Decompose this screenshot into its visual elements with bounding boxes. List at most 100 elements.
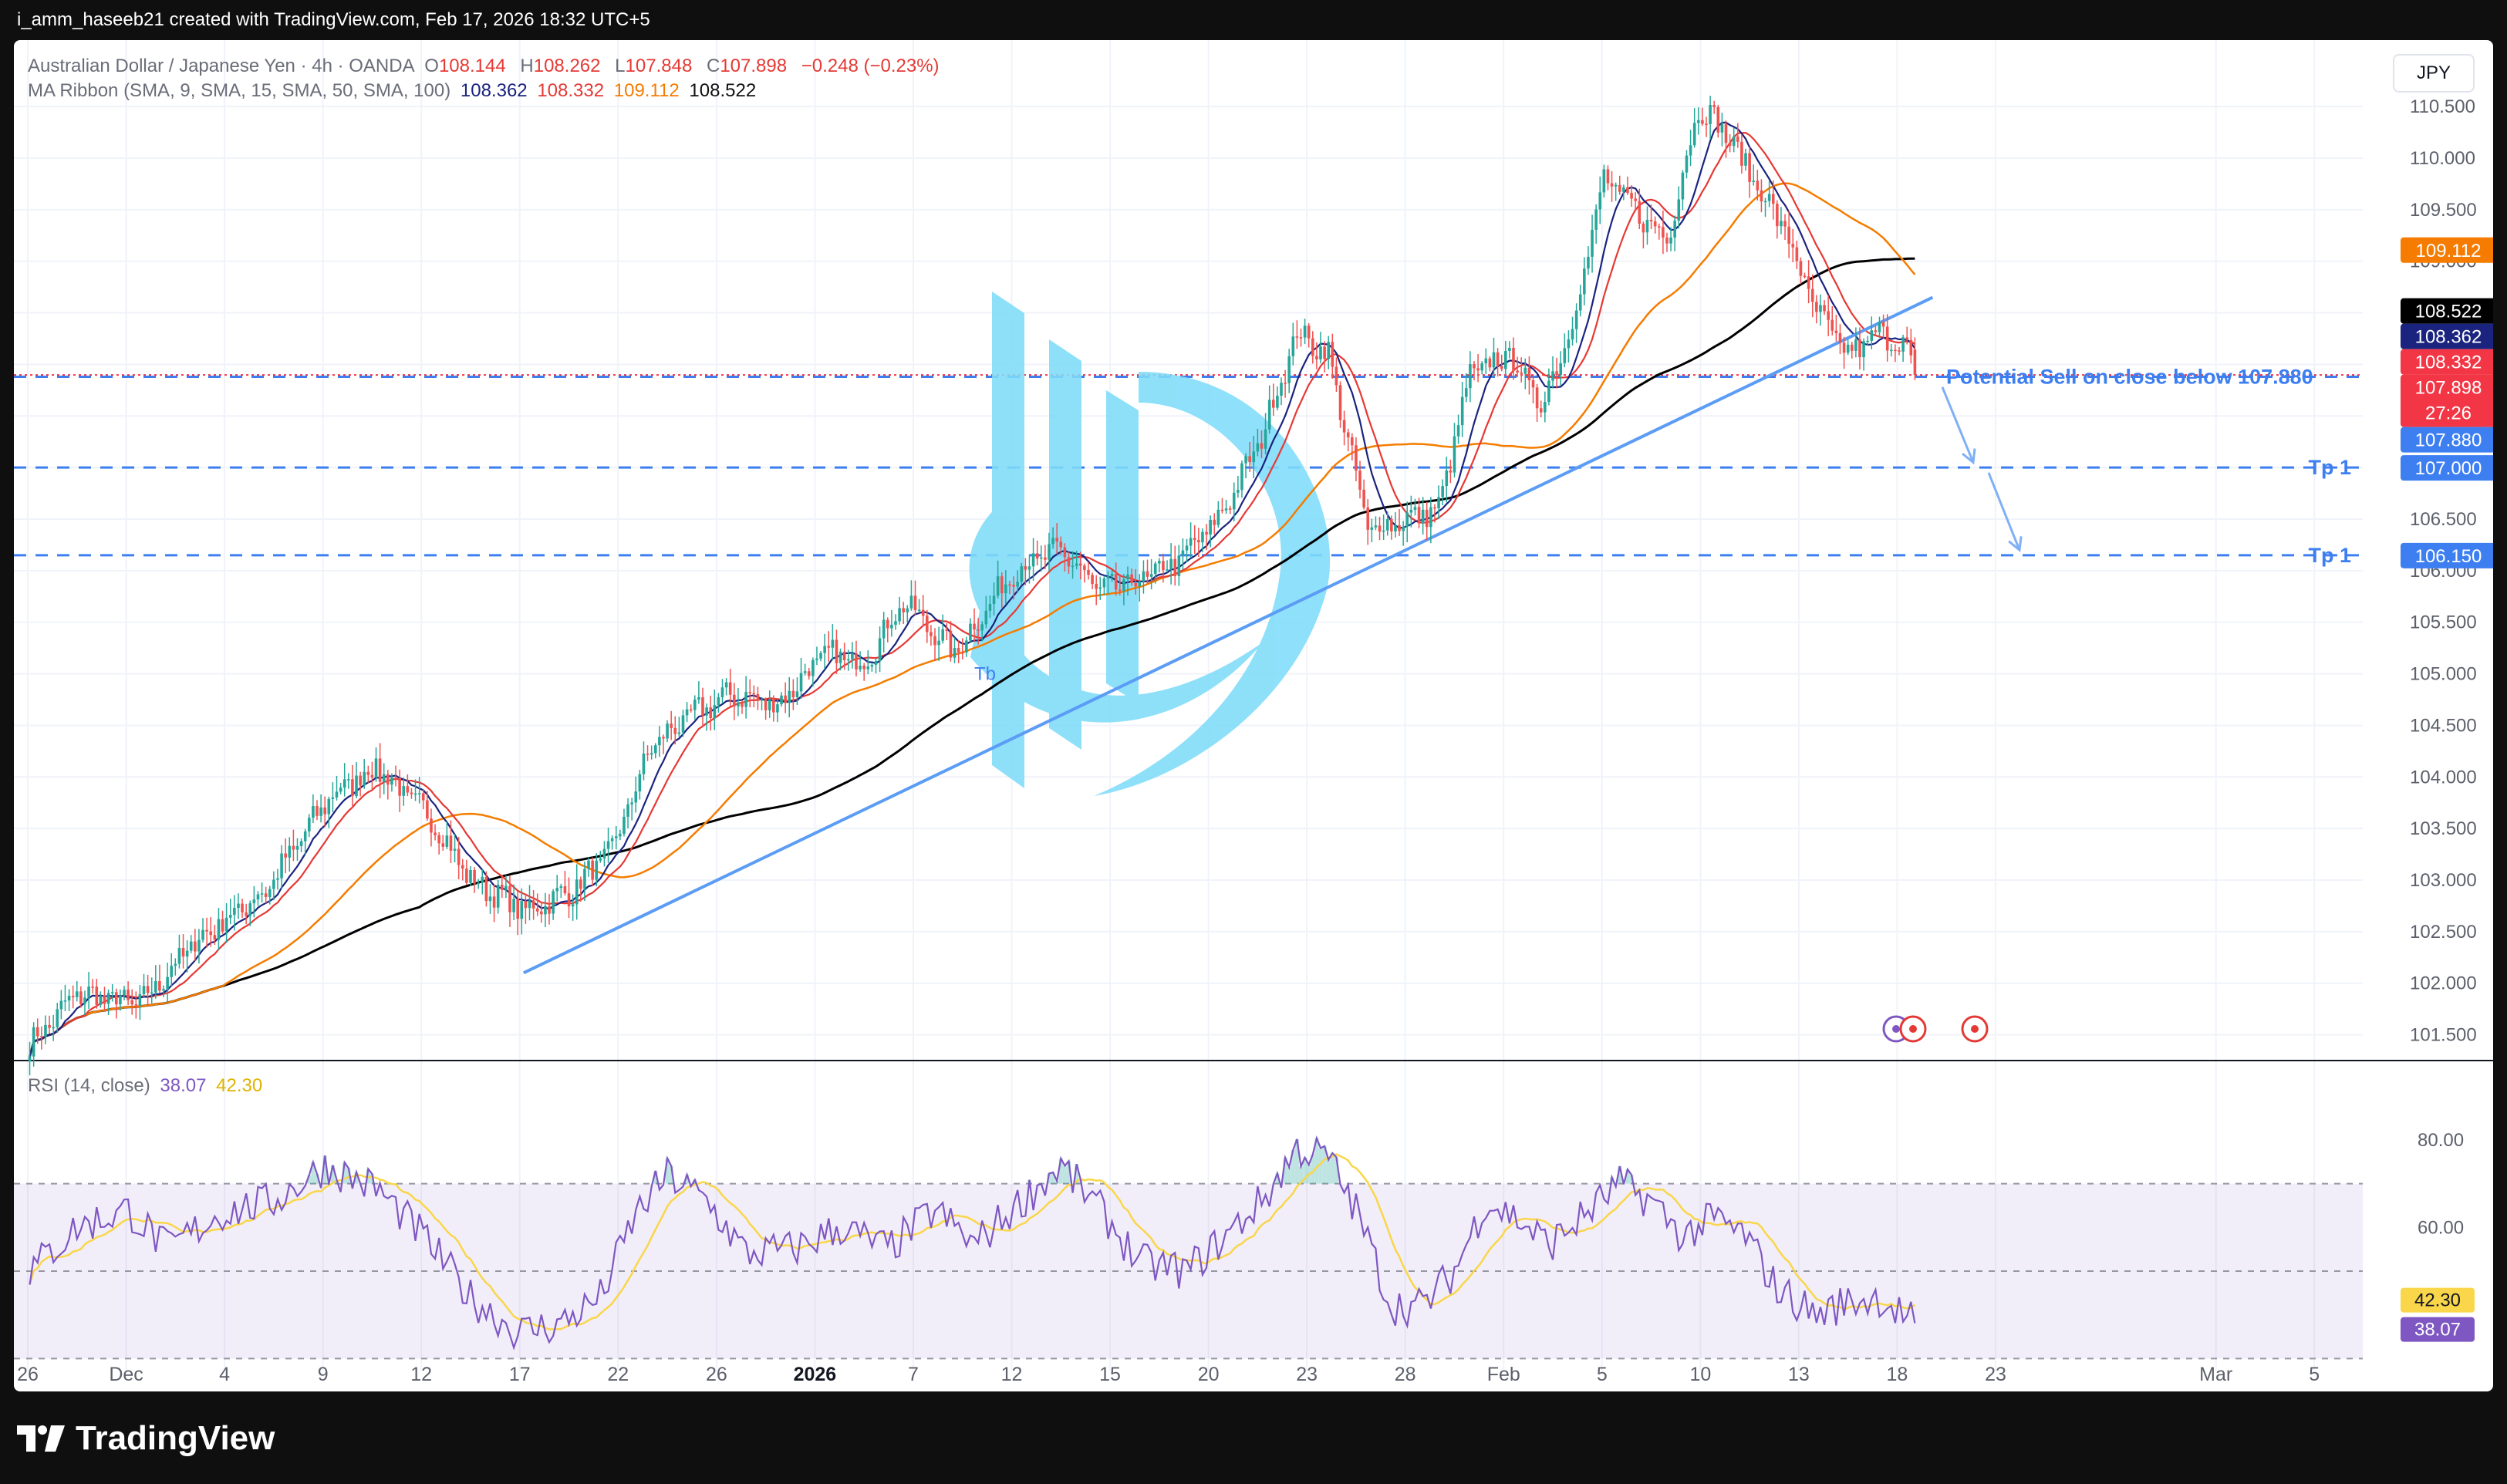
candle-body [1858,339,1861,358]
candle-body [1874,330,1878,332]
symbol-legend: Australian Dollar / Japanese Yen · 4h · … [28,56,944,77]
trendline [522,295,1934,975]
c-value: 107.898 [720,56,788,76]
candle-body [1244,456,1247,464]
time-tick-label: 2026 [794,1364,837,1385]
candle-body [662,737,665,739]
candle-body [481,876,484,883]
candle-body [1662,227,1665,238]
candle-body [1689,145,1692,156]
candle-body [457,848,461,865]
candle-body [268,889,272,898]
candle-body [705,707,708,716]
price-tag-text: 108.332 [2415,352,2482,373]
candle-body [544,906,547,915]
candle-body [756,693,760,700]
price-tick-label: 105.000 [2410,664,2477,685]
candle-body [252,899,256,904]
candle-body [1346,432,1350,438]
time-tick-label: 18 [1887,1364,1908,1385]
candle-body [1909,339,1913,356]
change-value: −0.248 (−0.23%) [801,56,940,76]
candle-body [1850,344,1854,351]
ma-ribbon-layer [29,121,1934,1057]
currency-button[interactable]: JPY [2393,54,2475,93]
candle-body [138,993,142,1006]
candle-body [1898,350,1901,352]
candle-body [1284,383,1287,384]
candle-body [1527,367,1531,380]
candle-body [760,699,764,701]
candle-body [1441,486,1444,497]
candle-body [477,882,480,885]
candle-body [1642,223,1645,233]
candle-body [894,621,897,625]
price-tag-box [2401,374,2493,427]
candle-body [1390,519,1393,531]
candle-body [890,624,893,629]
annotations-layer: Potential Sell on close below 107.880 Tp … [974,366,2351,1043]
candle-body [1185,545,1189,551]
candle-body [280,853,283,879]
candle-body [827,646,831,648]
candle-body [256,894,260,900]
candle-body [1366,507,1370,530]
candle-body [992,595,996,605]
candle-body [1299,337,1303,339]
watermark-arc-inner [969,503,1040,673]
candle-body [1122,579,1125,592]
candle-body [87,987,90,998]
candle-body [1622,187,1625,192]
candle-body [937,640,940,646]
price-tick-label: 104.000 [2410,767,2477,788]
candle-body [1547,380,1550,403]
candle-body [174,963,177,966]
candle-body [1044,557,1047,560]
candle-body [926,616,929,632]
candle-body [516,899,519,919]
candle-body [1338,385,1342,420]
candle-body [819,653,822,659]
chart-canvas[interactable]: Potential Sell on close below 107.880 Tp … [14,40,2493,1391]
candle-body [563,886,567,894]
candle-body [1095,584,1098,589]
o-value: 108.144 [438,56,506,76]
candle-body [1559,363,1563,376]
candle-body [299,841,303,846]
candle-body [1098,587,1102,589]
candle-body [1776,204,1779,227]
candle-body [909,595,913,609]
candle-body [1460,396,1464,426]
candle-body [764,699,768,710]
candle-body [1193,538,1196,541]
candle-body [1405,512,1409,527]
candle-body [535,908,539,912]
candle-body [1456,425,1460,437]
time-tick-label: 13 [1788,1364,1810,1385]
candle-body [1638,201,1642,224]
candle-body [406,786,410,793]
candle-body [83,997,86,1004]
time-tick-label: 28 [1395,1364,1416,1385]
candle-body [1126,574,1129,580]
candle-body [681,715,685,733]
candle-body [170,966,174,977]
l-value: 107.848 [625,56,693,76]
candle-body [799,673,803,692]
ohlc-open: O108.144 [424,56,510,76]
candle-body [1720,123,1724,133]
candle-body [500,885,504,890]
candle-body [737,702,740,707]
candle-body [417,793,421,794]
candle-body [245,912,248,916]
price-tag-box [2401,349,2493,375]
candle-body [1146,571,1149,577]
candle-body [1295,336,1299,338]
grid-layer [14,40,2363,1371]
candle-body [1571,329,1574,340]
candle-body [803,671,807,673]
candle-body [1905,337,1909,340]
candle-body [1437,497,1440,509]
price-tick-label: 110.000 [2410,148,2475,169]
time-tick-label: 26 [706,1364,727,1385]
